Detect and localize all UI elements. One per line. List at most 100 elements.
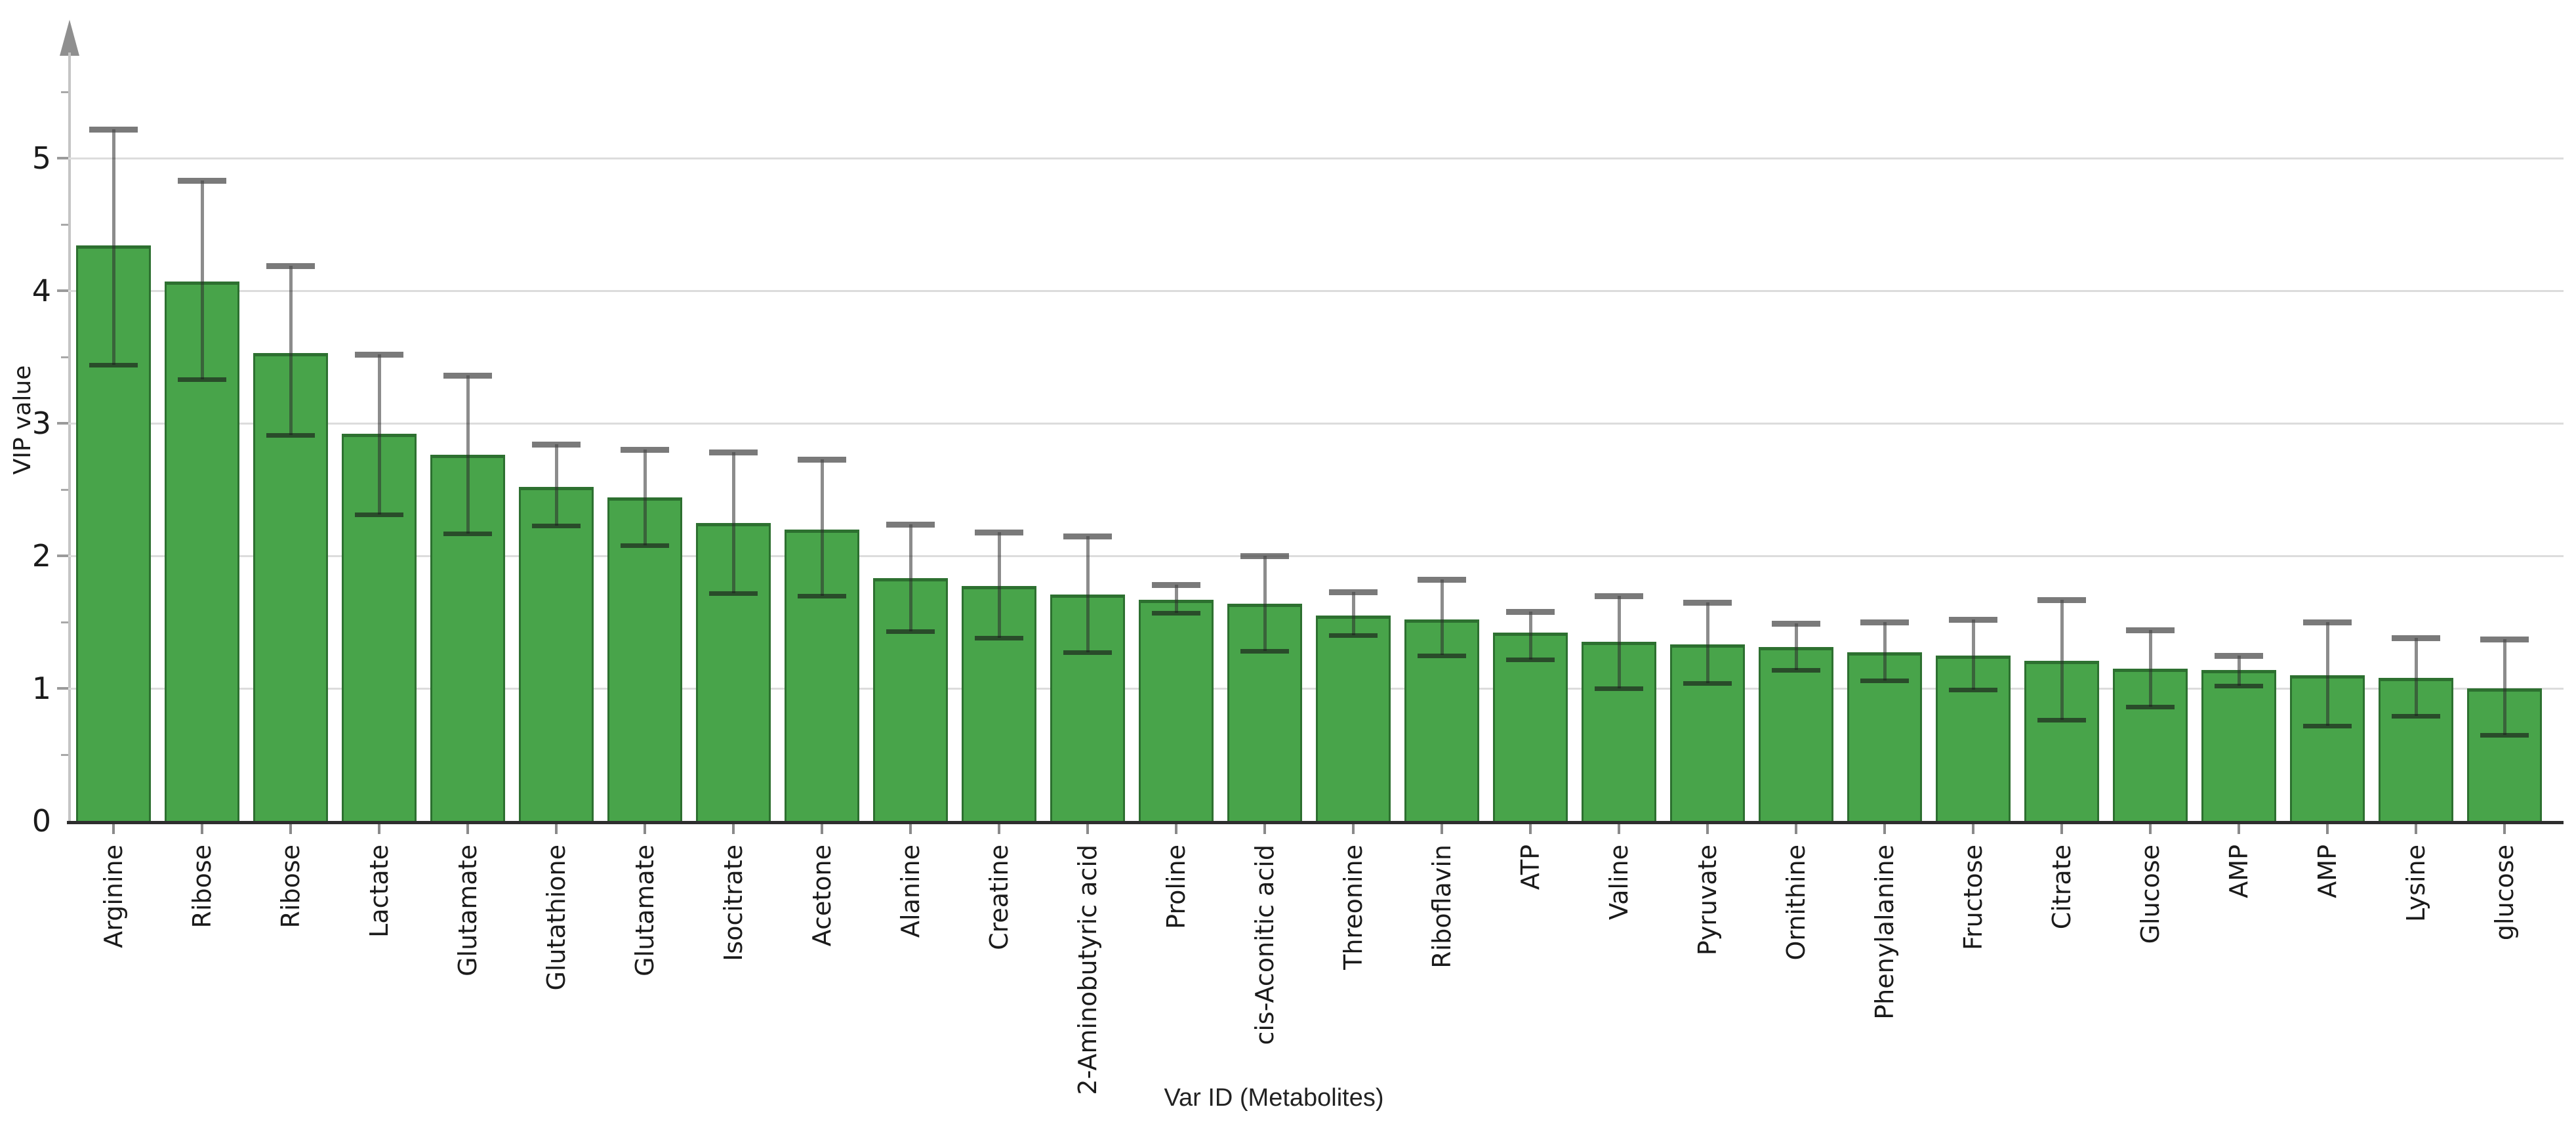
x-tick-label: Ribose	[276, 845, 305, 929]
error-bar-cap-bottom	[708, 591, 758, 596]
x-tick	[1617, 824, 1620, 834]
gridline	[68, 555, 2564, 557]
x-axis-line	[67, 821, 2564, 824]
x-tick-label: Glutathione	[541, 845, 571, 991]
error-bar-cap-bottom	[2302, 723, 2352, 728]
error-bar-cap-bottom	[1594, 686, 1643, 691]
y-tick	[57, 555, 68, 557]
error-bar-cap-bottom	[2125, 705, 2175, 710]
error-bar-cap-bottom	[1240, 649, 1289, 654]
error-bar-cap-bottom	[1505, 657, 1555, 662]
error-bar-line	[909, 524, 912, 632]
error-bar-cap-bottom	[1860, 678, 1909, 683]
bar	[607, 497, 682, 821]
x-tick	[909, 824, 912, 834]
x-tick-label: Ribose	[187, 845, 216, 929]
error-bar-line	[200, 180, 204, 380]
y-minor-tick	[61, 91, 68, 93]
x-tick-label: Glutamate	[630, 845, 659, 976]
bar	[1138, 599, 1214, 821]
error-bar-line	[2503, 639, 2506, 735]
x-tick	[1263, 824, 1266, 834]
error-bar-cap-top	[354, 351, 403, 358]
error-bar-cap-bottom	[443, 531, 492, 536]
x-tick-label: Alanine	[895, 845, 925, 938]
error-bar-cap-bottom	[1417, 653, 1466, 658]
error-bar-cap-bottom	[531, 523, 581, 528]
x-tick	[2325, 824, 2329, 834]
y-tick	[57, 422, 68, 425]
error-bar-line	[289, 265, 293, 436]
x-axis-title: Var ID (Metabolites)	[1164, 1084, 1384, 1112]
x-tick	[554, 824, 558, 834]
x-tick	[1351, 824, 1355, 834]
error-bar-line	[112, 129, 115, 366]
x-tick-label: Lysine	[2401, 845, 2430, 922]
x-tick-label: Fructose	[1958, 845, 1988, 951]
error-bar-cap-bottom	[89, 363, 138, 368]
x-tick	[1794, 824, 1797, 834]
x-tick-label: cis-Aconitic acid	[1250, 845, 1279, 1045]
error-bar-cap-top	[1328, 589, 1378, 595]
error-bar-cap-bottom	[797, 593, 846, 598]
bar	[518, 486, 594, 821]
y-tick-label: 0	[31, 803, 51, 839]
x-tick-label: AMP	[2224, 845, 2253, 898]
gridline	[68, 290, 2564, 292]
error-bar-cap-bottom	[177, 377, 226, 383]
x-tick	[1706, 824, 1709, 834]
y-tick-label: 1	[31, 671, 51, 706]
error-bar-cap-bottom	[886, 629, 935, 635]
error-bar-cap-top	[266, 262, 315, 269]
bar	[1758, 647, 1833, 821]
x-tick	[2148, 824, 2152, 834]
x-tick	[997, 824, 1000, 834]
bar	[1581, 642, 1656, 821]
x-tick-label: Threonine	[1338, 845, 1368, 970]
gridline	[68, 423, 2564, 425]
error-bar-cap-top	[708, 450, 758, 456]
x-tick	[2414, 824, 2417, 834]
error-bar-cap-top	[1594, 593, 1643, 599]
x-tick	[289, 824, 292, 834]
error-bar-cap-bottom	[1328, 633, 1378, 638]
error-bar-cap-top	[1505, 608, 1555, 615]
y-minor-tick	[61, 489, 68, 491]
y-minor-tick	[61, 224, 68, 226]
error-bar-cap-top	[1151, 582, 1200, 589]
error-bar-cap-bottom	[266, 433, 315, 438]
x-tick-label: Lactate	[364, 845, 394, 938]
error-bar-line	[554, 444, 558, 526]
y-tick-label: 3	[31, 406, 51, 441]
x-tick	[377, 824, 380, 834]
y-tick	[57, 157, 68, 159]
x-tick	[112, 824, 115, 834]
error-bar-line	[1528, 611, 1532, 659]
error-bar-line	[1174, 585, 1178, 613]
error-bar-line	[2148, 630, 2152, 707]
x-tick	[2503, 824, 2506, 834]
error-bar-cap-bottom	[1151, 610, 1200, 616]
x-tick-label: Valine	[1604, 845, 1633, 920]
x-tick	[731, 824, 735, 834]
error-bar-cap-bottom	[2480, 732, 2529, 738]
error-bar-line	[1971, 619, 1975, 690]
x-tick-label: Acetone	[807, 845, 836, 947]
bar	[1315, 615, 1391, 821]
error-bar-line	[643, 450, 647, 545]
error-bar-cap-top	[1417, 577, 1466, 583]
error-bar-cap-bottom	[1063, 650, 1112, 656]
x-tick-label: Phenylalanine	[1870, 845, 1899, 1020]
error-bar-line	[820, 459, 824, 596]
x-tick-label: Glucose	[2135, 845, 2165, 944]
error-bar-cap-bottom	[620, 543, 669, 548]
error-bar-line	[1617, 595, 1621, 688]
error-bar-cap-top	[886, 521, 935, 528]
y-tick-label: 2	[31, 538, 51, 574]
error-bar-cap-bottom	[974, 636, 1023, 641]
bar	[1492, 633, 1568, 821]
error-bar-cap-top	[1063, 533, 1112, 539]
x-tick-label: Creatine	[984, 845, 1013, 950]
